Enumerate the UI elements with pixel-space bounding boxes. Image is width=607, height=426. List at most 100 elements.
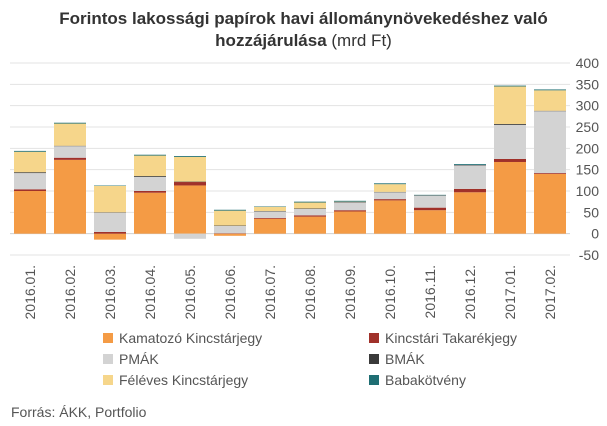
legend-swatch [103, 375, 113, 385]
bar-segment [54, 146, 86, 158]
bar-segment [334, 200, 366, 202]
source-note: Forrás: ÁKK, Portfolio [11, 404, 147, 420]
bar-segment [294, 202, 326, 209]
legend-label: Babakötvény [385, 372, 466, 388]
x-tick-label: 2016.05. [182, 265, 198, 320]
bar-segment [494, 124, 526, 159]
legend-label: Féléves Kincstárjegy [119, 372, 249, 388]
x-tick-label: 2016.11. [422, 265, 438, 318]
bar-segment [374, 200, 406, 234]
y-tick-label: 200 [576, 140, 600, 156]
bar-segment [14, 189, 46, 191]
legend-swatch [369, 333, 379, 343]
bar-segment [14, 151, 46, 173]
legend-label: Kincstári Takarékjegy [385, 330, 518, 346]
bar-segment [214, 233, 246, 236]
legend-label: BMÁK [385, 351, 425, 367]
x-tick-label: 2016.08. [302, 265, 318, 320]
x-tick-label: 2017.01. [502, 265, 518, 320]
legend-swatch [369, 375, 379, 385]
x-tick-label: 2016.12. [462, 265, 478, 320]
bar-segment [14, 172, 46, 174]
bar-segment [14, 191, 46, 234]
bar-segment [414, 210, 446, 234]
bar-segment [294, 208, 326, 216]
legend-swatch [103, 354, 113, 364]
bar-segment [134, 155, 166, 177]
bar-segment [374, 192, 406, 200]
legend-item: Féléves Kincstárjegy [103, 372, 248, 388]
bar-segment [414, 207, 446, 211]
bar-segment [374, 183, 406, 185]
bar-segment [414, 195, 446, 208]
bar-segment [494, 86, 526, 125]
bar-segment [54, 159, 86, 234]
bar-segment [54, 122, 86, 124]
bar-segment [294, 216, 326, 234]
bar-segment [94, 185, 126, 213]
legend-item: Kamatozó Kincstárjegy [103, 330, 262, 346]
legend-item: PMÁK [103, 351, 159, 367]
bar-segment [294, 215, 326, 217]
legend-item: Kincstári Takarékjegy [369, 330, 517, 346]
y-tick-label: 400 [576, 55, 600, 71]
bar-segment [494, 124, 526, 125]
bar-segment [214, 210, 246, 226]
bar-segment [214, 209, 246, 211]
y-tick-label: 300 [576, 98, 600, 114]
legend-item: BMÁK [369, 351, 425, 367]
bar-segment [254, 206, 286, 212]
bar-segment [174, 233, 206, 239]
bar-segment [534, 90, 566, 111]
bar-segment [134, 176, 166, 191]
bar-segment [174, 182, 206, 186]
bar-segment [534, 89, 566, 91]
bar-segment [534, 111, 566, 174]
legend-label: PMÁK [119, 351, 159, 367]
bar-segment [494, 85, 526, 87]
bar-segment [294, 201, 326, 203]
bar-segment [334, 211, 366, 234]
bar-segment [94, 231, 126, 234]
bar-segment [174, 156, 206, 182]
chart-title: Forintos lakossági papírok havi állomány… [0, 8, 607, 52]
legend-item: Babakötvény [369, 372, 466, 388]
y-tick-label: 350 [576, 76, 600, 92]
bar-segment [134, 191, 166, 193]
bar-segment [134, 192, 166, 234]
bar-segment [454, 188, 486, 193]
y-tick-label: 0 [591, 226, 599, 242]
bar-segment [534, 173, 566, 234]
x-tick-label: 2016.02. [62, 265, 78, 320]
bar-segment [374, 184, 406, 192]
bar-segment [534, 173, 566, 174]
bar-segment [54, 123, 86, 146]
title-line-2: hozzájárulása [215, 31, 327, 50]
bar-segment [494, 161, 526, 234]
bar-segment [14, 150, 46, 152]
bar-segment [454, 165, 486, 189]
bar-segment [454, 192, 486, 234]
bar-segment [254, 218, 286, 234]
bar-segment [94, 212, 126, 232]
bar-segment [254, 217, 286, 219]
x-tick-label: 2016.03. [102, 265, 118, 320]
y-tick-label: 50 [583, 204, 599, 220]
x-tick-label: 2016.10. [382, 265, 398, 320]
legend-swatch [369, 354, 379, 364]
y-tick-label: 100 [576, 183, 600, 199]
bar-segment [454, 164, 486, 165]
bar-segment [134, 176, 166, 177]
bar-segment [334, 210, 366, 212]
bar-segment [134, 154, 166, 156]
x-tick-label: 2016.04. [142, 265, 158, 320]
bar-segment [94, 233, 126, 240]
bar-segment [254, 211, 286, 218]
x-tick-label: 2017.02. [542, 265, 558, 320]
x-tick-label: 2016.01. [22, 265, 38, 320]
bar-segment [54, 157, 86, 160]
bar-segment [494, 159, 526, 162]
y-tick-label: -50 [579, 247, 599, 263]
legend-label: Kamatozó Kincstárjegy [119, 330, 263, 346]
